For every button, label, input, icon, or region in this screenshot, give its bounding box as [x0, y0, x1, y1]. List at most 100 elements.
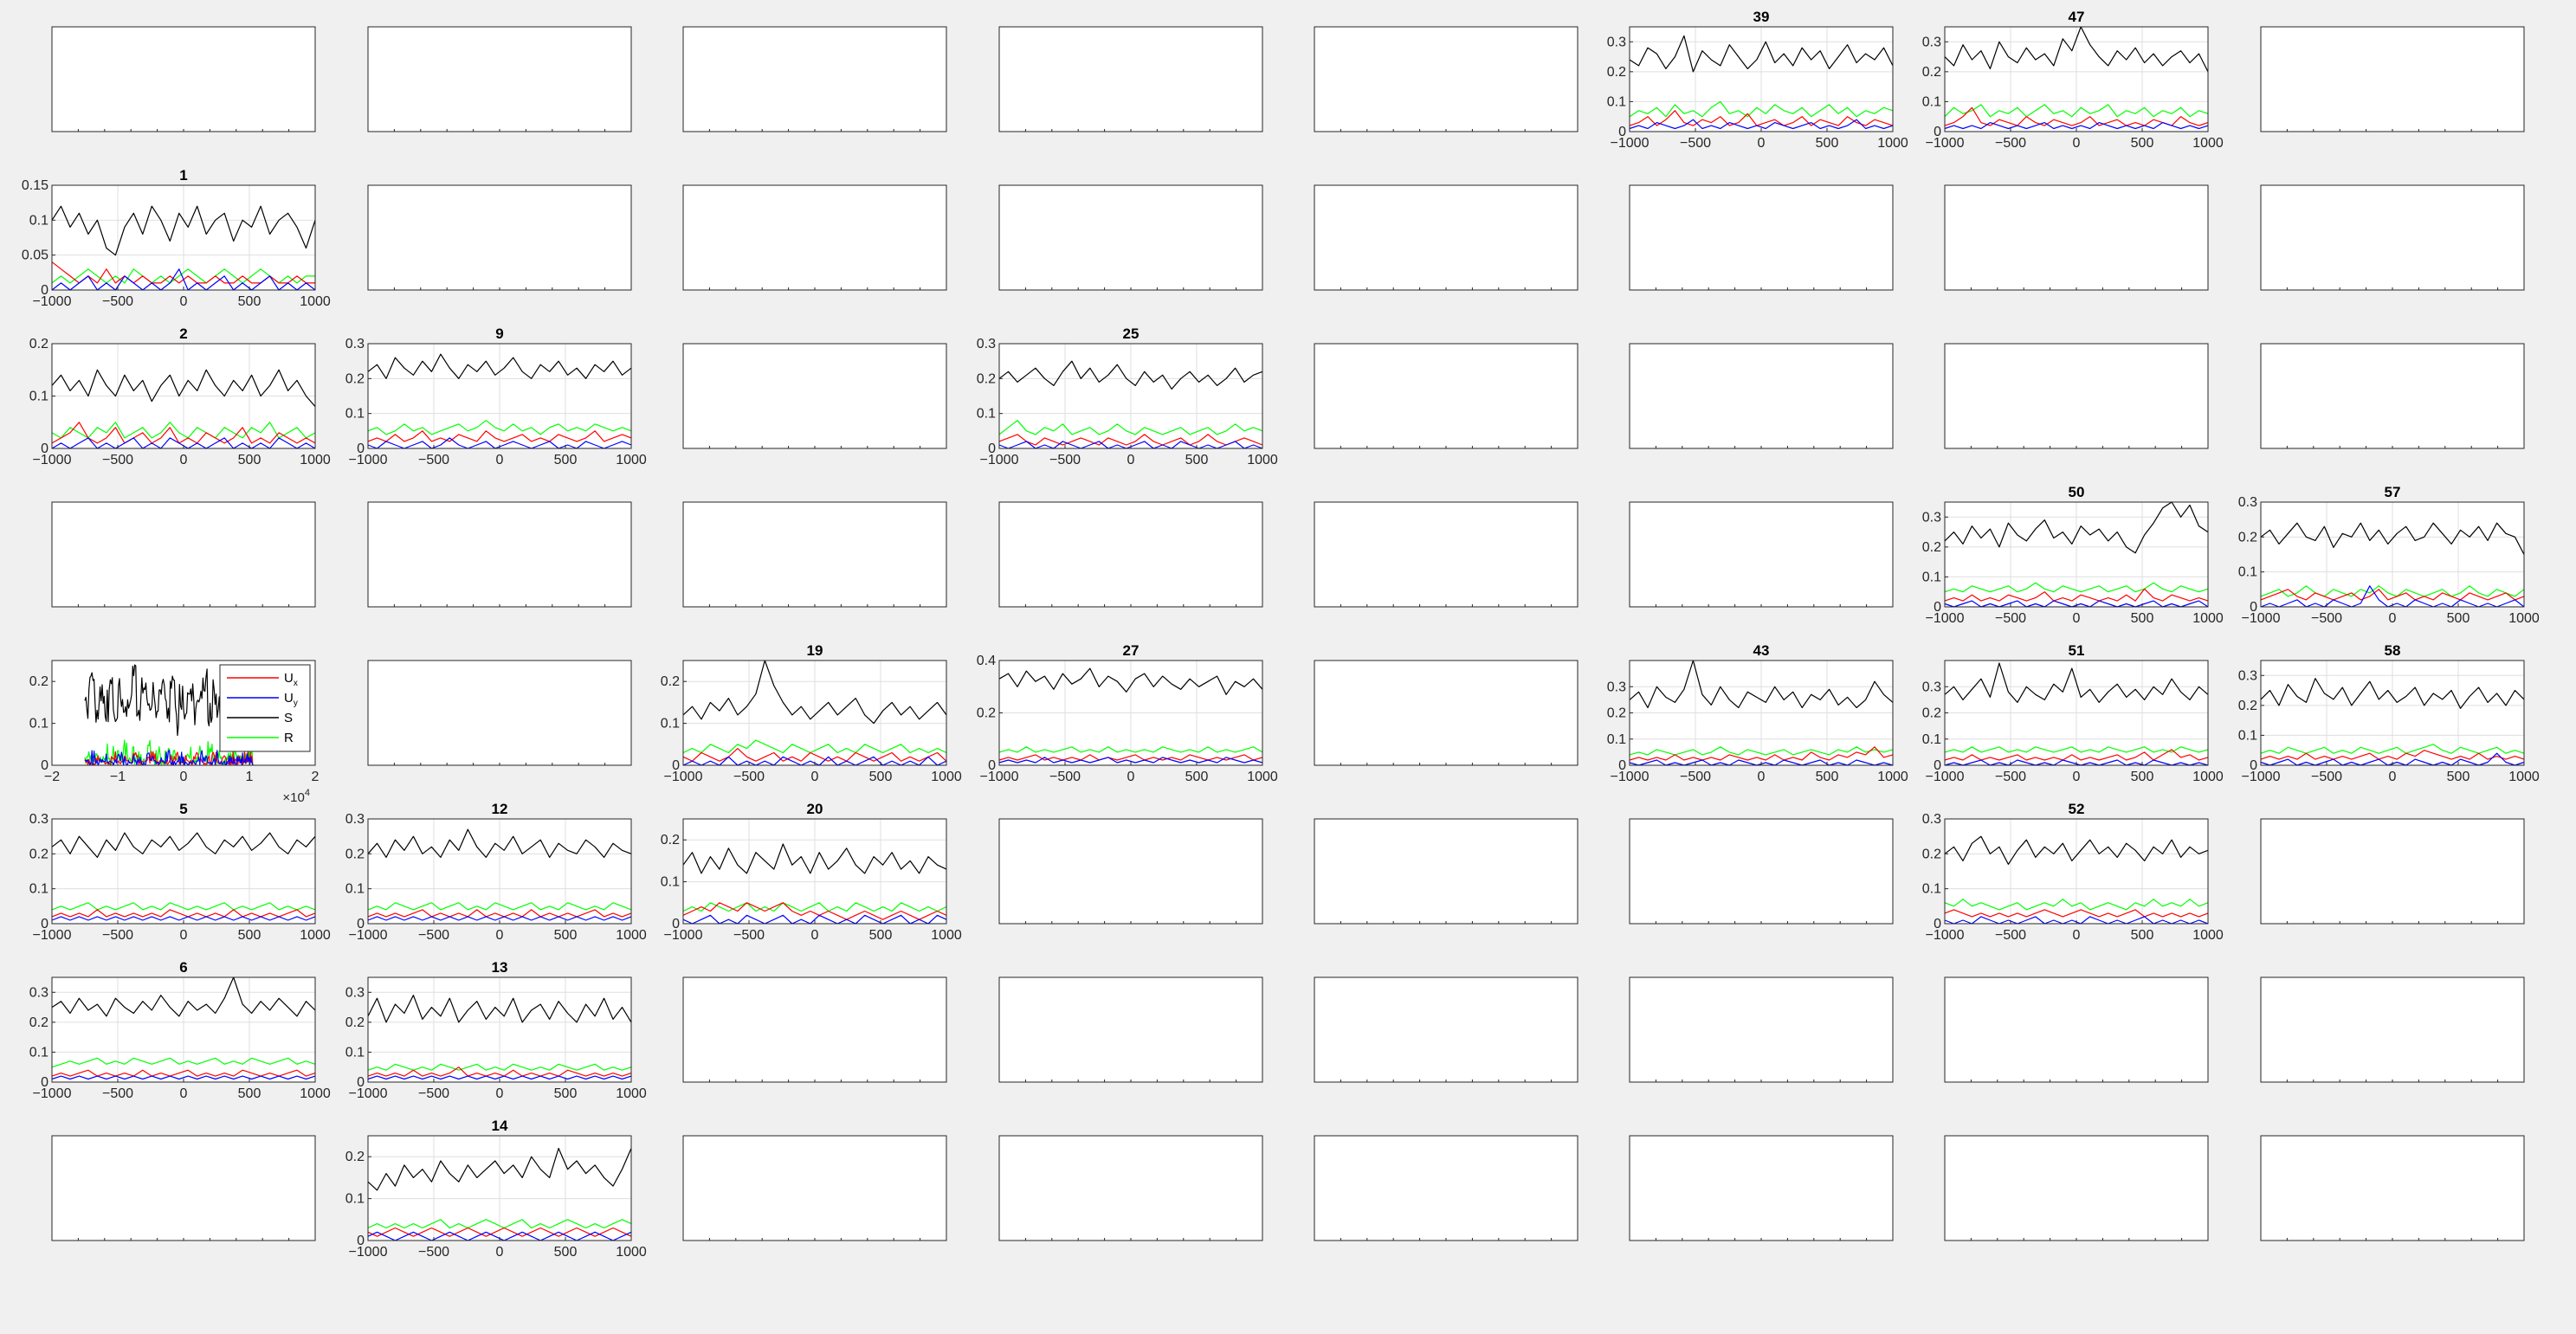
x-tick-label: 500	[238, 453, 261, 467]
axes-background	[368, 502, 631, 607]
panel-r7-c2: −1000 −500 0 500 1000 0 0.1 0.2 0.3 13	[345, 959, 647, 1101]
series-line-R	[367, 902, 632, 911]
y-tick-label: 0.3	[2238, 668, 2257, 683]
x-tick-label: 0	[496, 1086, 504, 1101]
x-tick-label: −500	[418, 1086, 449, 1101]
y-tick-label: 0.2	[1607, 65, 1626, 80]
y-tick-label: 0.2	[345, 371, 365, 386]
axes-frame	[1314, 184, 1579, 291]
axes-frame	[2260, 184, 2525, 291]
axes-background	[683, 502, 946, 607]
axes-background	[999, 977, 1262, 1082]
panel-r8-c2: −1000 −500 0 500 1000 0 0.1 0.2 14	[345, 1118, 647, 1260]
panel-title: 1	[179, 167, 187, 184]
series-line-Uy	[1629, 119, 1894, 130]
panel-title: 27	[1123, 642, 1140, 659]
axes-background	[52, 27, 315, 132]
x-tick-label: 1000	[1877, 136, 1908, 151]
panel-r4-c2	[367, 501, 632, 608]
series-line-S	[51, 205, 316, 256]
y-tick-label: 0	[672, 917, 680, 931]
panel-r6-c2: −1000 −500 0 500 1000 0 0.1 0.2 0.3 12	[345, 801, 647, 943]
series-line-S	[2260, 678, 2525, 709]
series-line-Ux	[1944, 588, 2209, 602]
y-tick-label: 0.2	[29, 674, 48, 689]
x-tick-label: −500	[1049, 770, 1081, 784]
y-tick-label: 0.1	[2238, 728, 2257, 743]
series-line-S	[682, 843, 947, 874]
x-tick-label: −1000	[664, 928, 703, 943]
x-tick-label: 0	[180, 453, 188, 467]
series-line-S	[51, 369, 316, 407]
axes-background	[1630, 344, 1893, 448]
axes-frame	[1314, 26, 1579, 132]
y-tick-label: 0.3	[1922, 812, 1941, 827]
x-tick-label: −2	[44, 770, 60, 784]
series-line-R	[367, 1219, 632, 1229]
series-line-S	[1944, 662, 2209, 704]
panel-r2-c7	[1944, 184, 2209, 291]
panel-title: 5	[179, 801, 187, 817]
panel-r3-c5	[1314, 343, 1579, 449]
axes-frame	[1314, 1135, 1579, 1241]
x-tick-label: −1000	[33, 294, 72, 309]
y-tick-label: 0	[1934, 758, 1941, 773]
series-line-R	[2260, 744, 2525, 754]
series-line-Uy	[367, 916, 632, 921]
axes-background	[1630, 1136, 1893, 1241]
y-tick-label: 0	[988, 758, 996, 773]
axes-frame	[1944, 976, 2209, 1083]
series-line-Ux	[367, 1067, 632, 1077]
x-tick-label: −1000	[1926, 928, 1965, 943]
x-tick-label: 500	[2447, 611, 2470, 626]
axes-frame	[1314, 660, 1579, 766]
y-tick-label: 0	[357, 1075, 365, 1090]
panel-r3-c7	[1944, 343, 2209, 449]
axes-background	[1314, 819, 1578, 924]
x-tick-label: −500	[1049, 453, 1081, 467]
series-line-Ux	[682, 902, 947, 920]
axes-frame	[1944, 1135, 2209, 1241]
axes-frame	[2260, 818, 2525, 925]
panel-r3-c3	[682, 343, 947, 449]
y-tick-label: 0	[41, 283, 48, 298]
y-tick-label: 0.2	[1922, 540, 1941, 555]
series-line-Ux	[998, 754, 1263, 761]
y-tick-label: 0	[2250, 758, 2257, 773]
series-line-Ux	[1629, 746, 1894, 761]
axes-frame	[682, 976, 947, 1083]
panel-r2-c3	[682, 184, 947, 291]
x-tick-label: −500	[1680, 136, 1711, 151]
y-tick-label: 0.3	[2238, 495, 2257, 510]
series-line-Uy	[998, 757, 1263, 764]
axes-background	[1314, 185, 1578, 290]
legend: Ux Uy SR	[219, 664, 311, 752]
axes-frame	[367, 184, 632, 291]
series-line-Ux	[1944, 749, 2209, 761]
x-tick-label: −500	[1995, 770, 2026, 784]
panel-r3-c1: −1000 −500 0 500 1000 0 0.1 0.2 2	[29, 325, 331, 467]
x-tick-label: 0	[2389, 770, 2397, 784]
series-line-Uy	[367, 1075, 632, 1080]
x-tick-label: 500	[2131, 611, 2154, 626]
axes-frame	[2260, 976, 2525, 1083]
y-tick-label: 0.3	[345, 337, 365, 351]
x-tick-label: 500	[2131, 136, 2154, 151]
x-tick-label: 1000	[616, 928, 647, 943]
axes-background	[999, 819, 1262, 924]
axes-background	[1630, 502, 1893, 607]
x-tick-label: −1000	[33, 1086, 72, 1101]
axes-background	[2261, 344, 2524, 448]
y-tick-label: 0.1	[1922, 882, 1941, 897]
series-line-S	[1944, 501, 2209, 554]
axes-frame	[51, 26, 316, 132]
x-tick-label: 1000	[2508, 611, 2540, 626]
x-tick-label: 0	[180, 770, 188, 784]
series-line-Ux	[2260, 589, 2525, 601]
panel-r4-c6	[1629, 501, 1894, 608]
x-tick-label: 0	[1127, 453, 1135, 467]
panel-r6-c6	[1629, 818, 1894, 925]
axes-frame	[1629, 184, 1894, 291]
x-tick-label: 1000	[1247, 770, 1278, 784]
axes-frame	[682, 343, 947, 449]
